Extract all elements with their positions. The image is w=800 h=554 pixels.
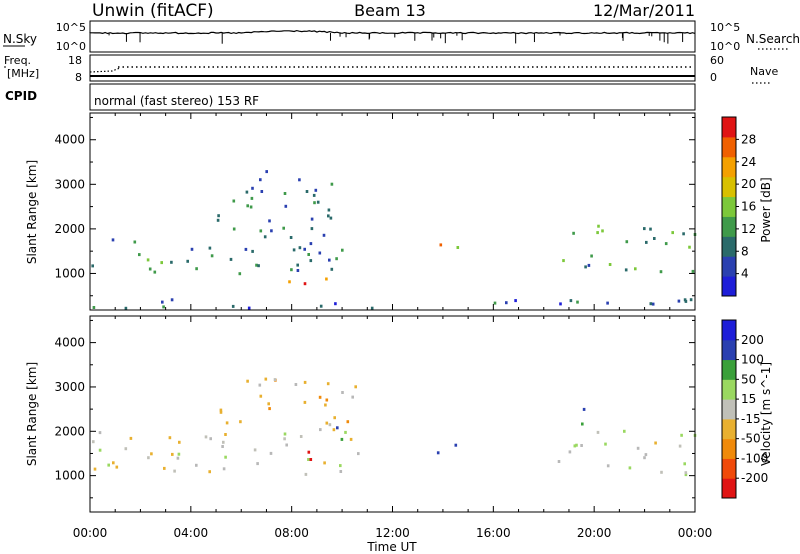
freq-left-tick-bottom: 8 bbox=[75, 71, 82, 84]
velocity-scatter bbox=[92, 377, 697, 477]
x-tick-label: 16:00 bbox=[476, 526, 511, 540]
velocity-x-ticks bbox=[89, 316, 696, 512]
x-tick-label: 20:00 bbox=[577, 526, 612, 540]
power-panel-frame bbox=[89, 112, 696, 311]
colorbar-tick-label: 4 bbox=[741, 267, 749, 281]
cpid-text: normal (fast stereo) 153 RF bbox=[94, 94, 259, 108]
velocity-panel-frame bbox=[89, 315, 696, 513]
freq-left-label-line1: Freq. bbox=[4, 54, 31, 67]
colorbar-tick-label: -200 bbox=[741, 471, 768, 485]
colorbar-tick-label: 16 bbox=[741, 200, 756, 214]
cpid-panel bbox=[89, 83, 696, 111]
velocity-colorbar-label: Velocity [m s^-1] bbox=[759, 362, 773, 466]
noise-right-tick-top: 10^5 bbox=[710, 21, 740, 34]
power-colorbar-label: Power [dB] bbox=[759, 177, 773, 242]
y-tick-label: 4000 bbox=[54, 133, 85, 147]
freq-left-tick-top: 18 bbox=[68, 54, 82, 67]
y-tick-label: 2000 bbox=[54, 222, 85, 236]
colorbar-tick-label: 24 bbox=[741, 155, 756, 169]
scatter-region bbox=[581, 407, 586, 426]
colorbar-tick-label: 28 bbox=[741, 132, 756, 146]
colorbar-tick-label: 20 bbox=[741, 177, 756, 191]
y-tick-label: 1000 bbox=[54, 469, 85, 483]
colorbar-tick-label: -15 bbox=[741, 412, 761, 426]
scatter-region bbox=[307, 450, 313, 461]
y-tick-label: 4000 bbox=[54, 336, 85, 350]
x-tick-label: 04:00 bbox=[174, 526, 209, 540]
x-tick-labels: 00:00 04:00 08:00 12:00 16:00 20:00 00:00 bbox=[73, 526, 713, 540]
colorbar-tick-label: 100 bbox=[741, 353, 764, 367]
freq-trace bbox=[89, 66, 695, 77]
freq-left-label-line2: [MHz] bbox=[7, 67, 39, 80]
noise-left-tick-bottom: 10^0 bbox=[56, 40, 86, 53]
scatter-region bbox=[92, 298, 693, 310]
x-tick-label: 00:00 bbox=[678, 526, 713, 540]
noise-panel bbox=[89, 20, 696, 53]
colorbar-tick-label: 8 bbox=[741, 244, 749, 258]
scatter-region bbox=[91, 236, 344, 276]
scatter-region bbox=[439, 243, 460, 249]
velocity-colorbar: 200 100 50 15 -15 -50 -100 -200 bbox=[721, 319, 768, 499]
power-scatter bbox=[91, 170, 697, 310]
x-axis-label: Time UT bbox=[366, 540, 417, 554]
nave-label: Nave bbox=[750, 65, 778, 78]
noise-right-tick-bottom: 10^0 bbox=[710, 40, 740, 53]
scatter-region bbox=[436, 443, 458, 455]
scatter-region bbox=[336, 426, 344, 441]
cpid-label: CPID bbox=[5, 89, 37, 103]
y-tick-label: 1000 bbox=[54, 266, 85, 280]
velocity-ylabel: Slant Range [km] bbox=[25, 362, 39, 466]
x-tick-label: 08:00 bbox=[274, 526, 309, 540]
velocity-y-ticks: 1000 2000 3000 4000 bbox=[54, 319, 695, 499]
power-ylabel: Slant Range [km] bbox=[25, 160, 39, 264]
y-tick-label: 3000 bbox=[54, 177, 85, 191]
date-title: 12/Mar/2011 bbox=[593, 1, 695, 20]
power-x-ticks bbox=[89, 113, 696, 310]
colorbar-tick-label: 200 bbox=[741, 333, 764, 347]
freq-panel bbox=[89, 54, 696, 82]
colorbar-tick-label: 50 bbox=[741, 372, 756, 386]
scatter-region bbox=[219, 377, 357, 432]
scatter-region bbox=[216, 170, 334, 239]
colorbar-tick-label: -50 bbox=[741, 432, 761, 446]
noise-right-label: N.Search bbox=[746, 32, 800, 46]
power-y-ticks: 1000 2000 3000 4000 bbox=[54, 116, 695, 297]
freq-right-tick-bottom: 0 bbox=[710, 71, 717, 84]
y-tick-label: 2000 bbox=[54, 424, 85, 438]
x-tick-label: 00:00 bbox=[73, 526, 108, 540]
colorbar-tick-label: 15 bbox=[741, 392, 756, 406]
colorbar-tick-label: -100 bbox=[741, 451, 768, 465]
power-colorbar: 4 8 12 16 20 24 28 bbox=[721, 116, 756, 297]
scatter-region bbox=[92, 430, 360, 476]
freq-right-tick-top: 60 bbox=[710, 54, 724, 67]
scatter-region bbox=[557, 429, 697, 477]
scatter-region bbox=[562, 224, 697, 274]
beam-title: Beam 13 bbox=[354, 1, 426, 20]
scatter-region bbox=[288, 277, 328, 286]
x-tick-label: 12:00 bbox=[375, 526, 410, 540]
noise-trace bbox=[89, 29, 696, 44]
y-tick-label: 3000 bbox=[54, 380, 85, 394]
station-title: Unwin (fitACF) bbox=[92, 1, 214, 21]
noise-left-label: N.Sky bbox=[3, 32, 37, 46]
colorbar-tick-label: 12 bbox=[741, 222, 756, 236]
noise-left-tick-top: 10^5 bbox=[56, 21, 86, 34]
